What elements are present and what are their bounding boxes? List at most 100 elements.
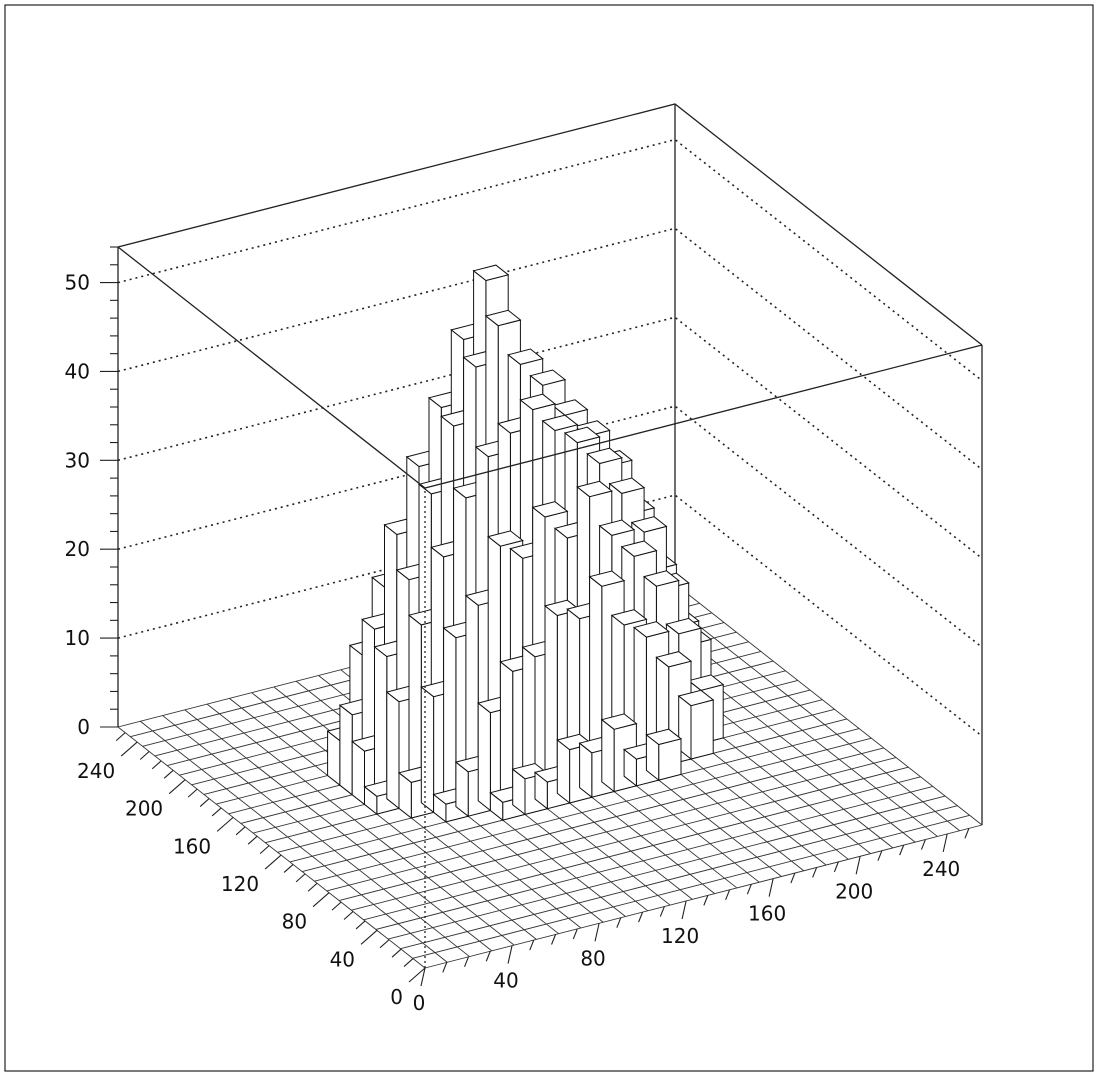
bar-face-top (608, 477, 646, 494)
bar (677, 689, 715, 761)
x-tick-label: 160 (748, 902, 786, 926)
bar-face-top (519, 393, 557, 411)
y-tick (403, 958, 414, 967)
x-tick (942, 833, 948, 853)
y-tick (360, 929, 378, 945)
x-tick (442, 962, 448, 973)
x-tick (638, 911, 644, 923)
bar-face-side (420, 686, 435, 814)
y-tick-label: 240 (77, 759, 115, 783)
y-tick (259, 845, 270, 855)
box-top-back (117, 103, 983, 346)
floor-gridline (117, 726, 426, 969)
x-tick (703, 895, 709, 906)
back-walls (117, 104, 983, 825)
bar (645, 728, 683, 782)
bar-face-side (544, 604, 558, 795)
floor-gridline (412, 814, 970, 959)
axes-group: 0 10 20 30 40 50 0 40 80 120 160 200 240 0 40 80 120 160 2… (65, 246, 970, 1015)
z-tick-label: 20 (65, 537, 90, 561)
floor-gridline (162, 715, 470, 957)
y-tick (408, 967, 426, 983)
bar-face-top (551, 399, 589, 416)
x-tick (681, 900, 687, 920)
x-tick-label: 240 (922, 857, 960, 881)
bar-face-top (588, 570, 626, 587)
outer-frame (4, 4, 1094, 1072)
x-tick (812, 867, 818, 878)
x-tick (551, 934, 557, 945)
z-tick-label: 30 (65, 448, 90, 472)
floor-gridline (400, 805, 958, 950)
x-tick (877, 850, 883, 861)
x-tick (616, 917, 622, 928)
y-tick (331, 901, 342, 911)
x-tick-label: 200 (835, 879, 873, 903)
y-tick-label: 160 (173, 834, 211, 858)
z-gridline (117, 405, 983, 648)
y-tick (247, 835, 258, 845)
bars-group (326, 264, 725, 823)
y-tick (187, 788, 198, 798)
y-tick (168, 779, 186, 795)
bar-face-top (531, 501, 569, 518)
floor-gridline (424, 824, 983, 969)
z-tick-label: 50 (65, 271, 90, 295)
bar-face-top (620, 540, 658, 557)
bar-face-front (658, 738, 682, 781)
floor-gridline (140, 720, 448, 963)
y-tick (163, 769, 174, 779)
y-tick (211, 807, 222, 817)
x-tick (920, 839, 926, 850)
bar-face-top (665, 617, 703, 635)
bar-face-top (472, 264, 510, 282)
y-tick (151, 760, 162, 770)
bar-face-top (507, 348, 544, 365)
bar-face-side (601, 718, 615, 793)
floor-gridline (184, 709, 493, 952)
bar-face-side (386, 691, 400, 810)
y-tick (115, 732, 126, 742)
bar-face-top (655, 651, 693, 668)
bar-face-top (610, 609, 648, 626)
y-tick (312, 892, 330, 908)
x-tick (659, 906, 665, 917)
x-tick (899, 844, 905, 856)
bar-face-top (677, 689, 715, 707)
x-tick (855, 856, 861, 875)
bar-face-top (487, 530, 524, 547)
floor-gridline (206, 703, 515, 946)
y-tick-label: 80 (282, 910, 307, 934)
bar-face-top (563, 426, 601, 444)
y-tick (379, 939, 390, 949)
x-tick (464, 956, 470, 968)
x-tick (529, 939, 535, 951)
x-tick (964, 828, 970, 839)
bar-face-top (598, 519, 636, 536)
y-tick (295, 873, 306, 883)
y-tick (264, 854, 282, 870)
box-top-front (117, 246, 983, 489)
floor-gridline (326, 747, 884, 892)
x-tick (507, 945, 513, 964)
bar-face-front (690, 699, 714, 760)
bar-face-top (645, 728, 683, 746)
bar-face-top (586, 447, 623, 465)
bar-face-top (630, 516, 668, 533)
floor-gridline (363, 776, 921, 921)
y-tick-label: 0 (390, 985, 403, 1009)
x-tick (746, 884, 752, 895)
x-tick-label: 0 (413, 991, 426, 1015)
x-tick (768, 878, 774, 897)
x-tick (572, 928, 578, 940)
bar-face-top (687, 674, 725, 691)
y-tick (355, 920, 366, 930)
floor-gridline (674, 583, 983, 826)
y-tick (343, 911, 354, 920)
bar-face-side (477, 702, 491, 812)
y-tick (283, 864, 294, 873)
bar-face-side (556, 738, 571, 805)
x-tick-label: 120 (661, 924, 699, 948)
y-tick-label: 40 (330, 947, 355, 971)
